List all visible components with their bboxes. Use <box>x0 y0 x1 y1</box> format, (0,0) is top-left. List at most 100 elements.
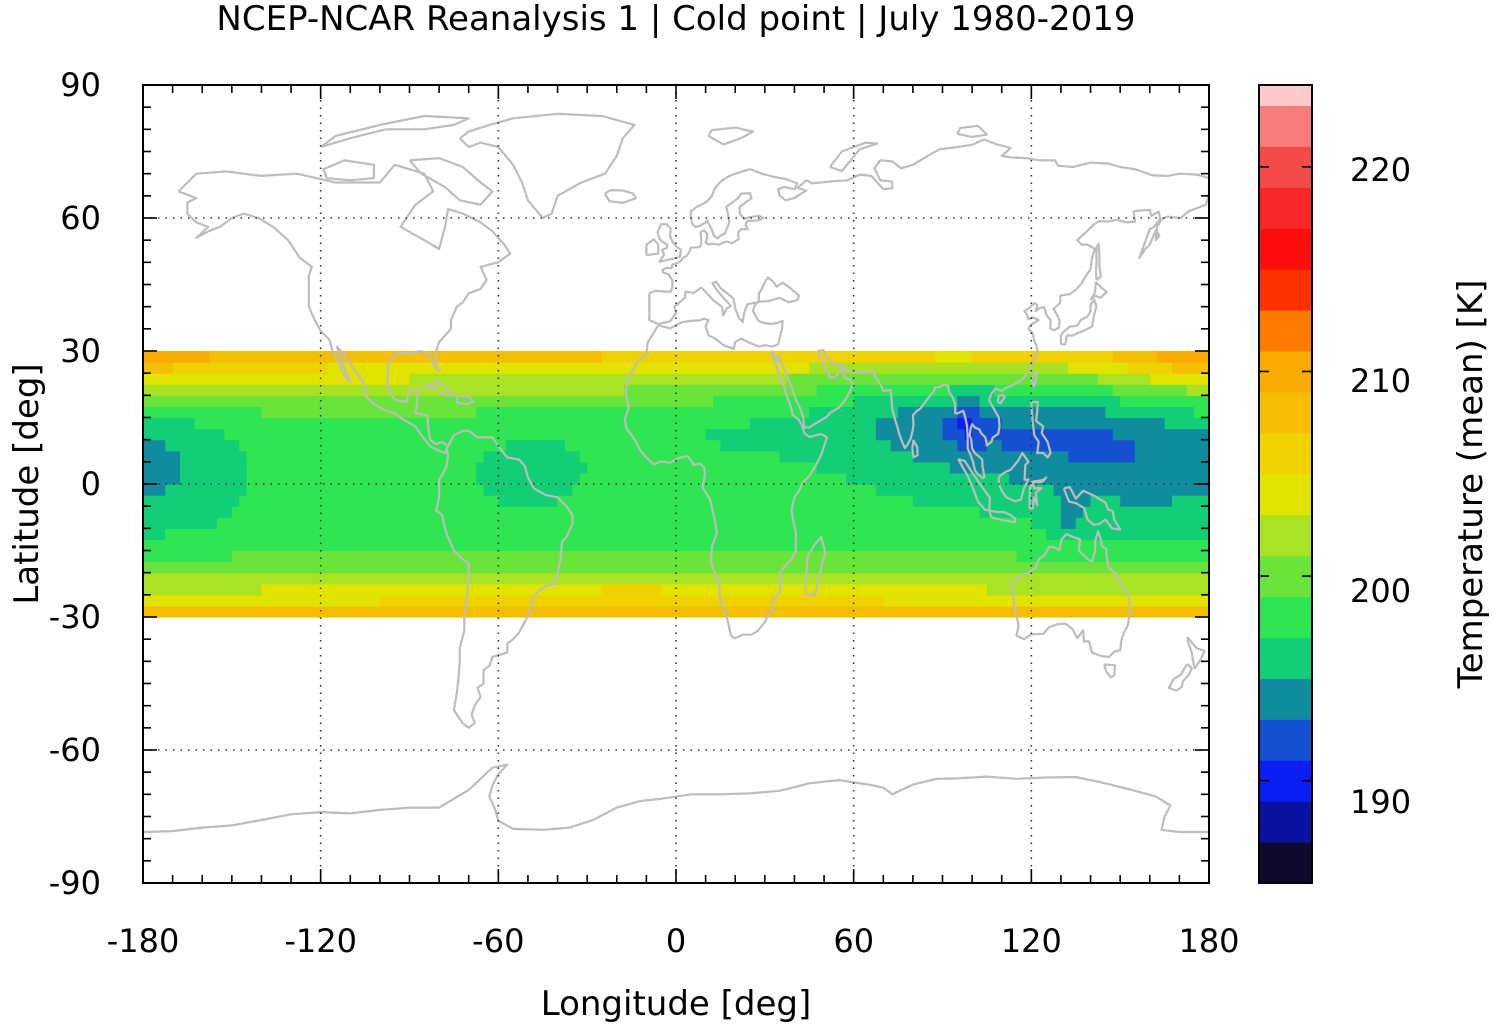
colorbar-swatch <box>1259 85 1312 106</box>
heatmap-cell <box>1068 362 1129 374</box>
heatmap-cell <box>1001 439 1136 452</box>
y-tick-label: 60 <box>60 199 101 237</box>
heatmap-cell <box>1060 517 1077 529</box>
heatmap-cell <box>979 395 1121 408</box>
y-axis-label: Latitude [deg] <box>7 363 47 604</box>
y-tick-label: 90 <box>60 66 101 104</box>
novaya-zemlya-coast <box>829 141 879 173</box>
colorbar-swatch <box>1259 801 1312 843</box>
heatmap-cell <box>1075 517 1209 529</box>
colorbar-swatch <box>1259 514 1312 557</box>
hokkaido-coast <box>1089 281 1108 301</box>
severnaya-zemlya-coast <box>956 124 988 138</box>
y-tick-labels: 90 60 30 0 -30 -60 -90 <box>49 66 101 902</box>
x-tick-label: -180 <box>107 922 180 960</box>
heatmap-cell <box>328 362 810 374</box>
heatmap-cell <box>194 417 751 430</box>
heatmap-cell <box>246 450 485 463</box>
heatmap-cell <box>713 395 855 408</box>
hispaniola-coast <box>455 395 475 406</box>
colorbar-swatch <box>1259 596 1312 638</box>
heatmap-cell <box>816 461 951 474</box>
x-tick-label: 120 <box>1001 922 1062 960</box>
y-tick-label: 0 <box>81 465 101 503</box>
philippines-coast <box>1030 400 1052 459</box>
heatmap-cell <box>720 439 892 452</box>
new-guinea-coast <box>1062 486 1122 531</box>
heatmap-cell <box>143 373 411 385</box>
heatmap-cell <box>957 406 981 419</box>
heatmap-cell <box>143 439 166 452</box>
heatmap-cell <box>239 495 499 507</box>
gridlines <box>143 85 1209 883</box>
colorbar-tick-label: 210 <box>1350 362 1411 400</box>
svalbard-coast <box>707 126 755 146</box>
heatmap-cell <box>972 351 1114 363</box>
south-america-coast <box>435 429 574 729</box>
colorbar-tick-labels: 190 200 210 220 <box>1350 151 1411 821</box>
heatmap-cell <box>1009 472 1209 485</box>
heatmap-cell <box>942 428 966 441</box>
coastlines <box>143 112 1209 834</box>
heatmap-cell <box>601 351 936 363</box>
heatmap-cell <box>883 594 1209 607</box>
heatmap-cell <box>1068 450 1136 463</box>
heatmap-cell <box>661 583 988 596</box>
colorbar-swatch <box>1259 637 1312 679</box>
colorbar <box>1259 85 1312 884</box>
heatmap-cell <box>143 417 196 430</box>
baffin-island-coast <box>408 157 494 206</box>
y-tick-label: -60 <box>49 731 101 769</box>
heatmap <box>143 351 1209 618</box>
heatmap-cell <box>1120 495 1173 507</box>
colorbar-tick-label: 190 <box>1350 783 1411 821</box>
heatmap-cell <box>986 583 1209 596</box>
heatmap-cell <box>246 461 477 474</box>
heatmap-cell <box>143 428 226 441</box>
antarctica-coast <box>143 763 1209 834</box>
heatmap-cell <box>1149 373 1209 385</box>
y-tick-label: 30 <box>60 332 101 370</box>
colorbar-swatch <box>1259 842 1312 884</box>
heatmap-cell <box>846 472 1010 485</box>
borneo-coast <box>997 451 1030 503</box>
eurasia-coast <box>623 138 1209 640</box>
sakhalin-coast <box>1094 242 1102 281</box>
heatmap-cell <box>246 472 477 485</box>
heatmap-cell <box>809 406 899 419</box>
heatmap-cell <box>1164 417 1209 430</box>
heatmap-cell <box>143 484 166 496</box>
heatmap-cell <box>143 528 166 541</box>
heatmap-cell <box>165 528 1047 541</box>
heatmap-cell <box>224 428 707 441</box>
heatmap-cell <box>143 594 381 607</box>
heatmap-cell <box>1031 517 1062 529</box>
colorbar-swatch <box>1259 187 1312 229</box>
colorbar-swatch <box>1259 432 1312 475</box>
sri-lanka-coast <box>911 439 919 459</box>
japan-coast <box>1059 298 1098 346</box>
cuba-coast <box>423 380 455 397</box>
heatmap-cell <box>1060 506 1084 518</box>
heatmap-cell <box>853 395 958 408</box>
heatmap-cell <box>143 395 714 408</box>
heatmap-cell <box>1134 439 1209 452</box>
heatmap-cell <box>143 472 181 485</box>
y-tick-label: -90 <box>49 864 101 902</box>
heatmap-cell <box>143 362 174 374</box>
arctic-islands-coast <box>320 114 470 149</box>
heatmap-cell <box>1171 495 1209 507</box>
heatmap-cell <box>912 450 1069 463</box>
greenland-coast <box>459 112 636 220</box>
heatmap-cell <box>239 439 507 452</box>
heatmap-cell <box>898 406 958 419</box>
heatmap-cell <box>1053 484 1209 496</box>
heatmap-cell <box>957 395 981 408</box>
sumatra-coast <box>957 458 991 512</box>
heatmap-cell <box>143 351 211 363</box>
new-zealand-south-coast <box>1167 663 1193 692</box>
heatmap-cell <box>1001 417 1166 430</box>
heatmap-cell <box>143 461 181 474</box>
heatmap-cell <box>1134 450 1209 463</box>
